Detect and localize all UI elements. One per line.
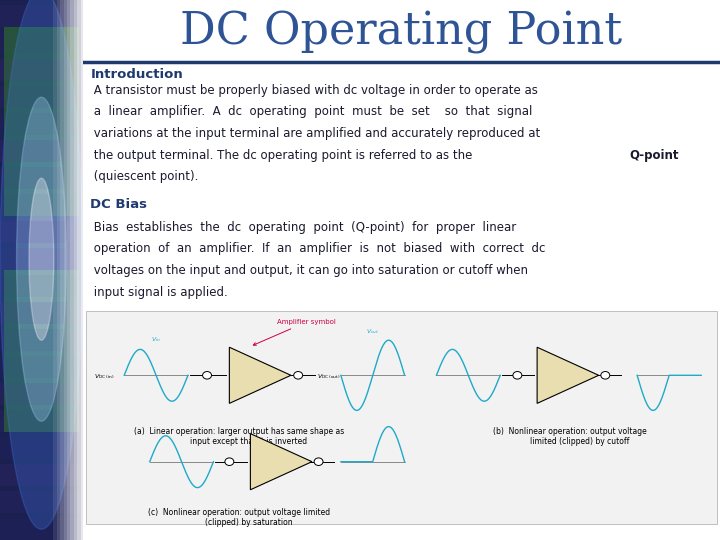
Circle shape [294,372,302,379]
Text: the output terminal. The dc operating point is referred to as the: the output terminal. The dc operating po… [91,148,477,161]
Text: $V_{\rm DC\,(in)}$: $V_{\rm DC\,(in)}$ [94,373,114,381]
Polygon shape [537,347,598,403]
Text: Bias  establishes  the  dc  operating  point  (Q-point)  for  proper  linear: Bias establishes the dc operating point … [91,221,517,234]
Bar [0,437,83,459]
Circle shape [225,458,234,465]
Polygon shape [251,434,312,490]
Bar [0,5,83,27]
Bar [0,86,83,108]
Text: (c)  Nonlinear operation: output voltage limited
        (clipped) by saturation: (c) Nonlinear operation: output voltage … [148,508,330,527]
Text: operation  of  an  amplifier.  If  an  amplifier  is  not  biased  with  correct: operation of an amplifier. If an amplifi… [91,242,546,255]
Bar [0,113,83,135]
Bar [0,59,83,81]
Bar [0,275,83,297]
Circle shape [0,0,83,529]
Text: Q-point: Q-point [629,148,678,161]
Text: a  linear  amplifier.  A  dc  operating  point  must  be  set    so  that  signa: a linear amplifier. A dc operating point… [91,105,533,118]
Text: $V_{\rm DC\,(out)}$: $V_{\rm DC\,(out)}$ [318,373,341,381]
Text: input signal is applied.: input signal is applied. [91,286,228,299]
Text: (a)  Linear operation: larger output has same shape as
        input except that: (a) Linear operation: larger output has … [134,427,344,446]
Circle shape [601,372,610,379]
Bar [0,248,83,270]
Bar [0,167,83,189]
Bar [0,329,83,351]
Bar [0,518,83,540]
Text: DC Operating Point: DC Operating Point [180,11,623,54]
Circle shape [202,372,212,379]
Bar [0,383,83,405]
Bar [0,221,83,243]
Bar [4,270,78,432]
Bar [0,464,83,486]
Bar [0,302,83,324]
Bar [0,356,83,378]
Text: Amplifier symbol: Amplifier symbol [253,319,336,345]
Text: voltages on the input and output, it can go into saturation or cutoff when: voltages on the input and output, it can… [91,264,528,277]
Text: (quiescent point).: (quiescent point). [91,170,199,183]
Text: $V_{in}$: $V_{in}$ [151,335,161,344]
Text: variations at the input terminal are amplified and accurately reproduced at: variations at the input terminal are amp… [91,127,541,140]
Text: A transistor must be properly biased with dc voltage in order to operate as: A transistor must be properly biased wit… [91,84,539,97]
Bar [4,27,78,216]
Circle shape [314,458,323,465]
Circle shape [17,97,66,421]
Bar [0,194,83,216]
Bar [0,410,83,432]
Circle shape [29,178,54,340]
Text: DC Bias: DC Bias [91,198,148,211]
Text: Introduction: Introduction [91,68,183,81]
Polygon shape [230,347,291,403]
Text: $V_{out}$: $V_{out}$ [366,328,379,336]
Bar [0,32,83,54]
Text: (b)  Nonlinear operation: output voltage
        limited (clipped) by cutoff: (b) Nonlinear operation: output voltage … [493,427,647,446]
Circle shape [513,372,522,379]
Bar [0,140,83,162]
Bar [0,491,83,513]
FancyBboxPatch shape [86,310,717,524]
